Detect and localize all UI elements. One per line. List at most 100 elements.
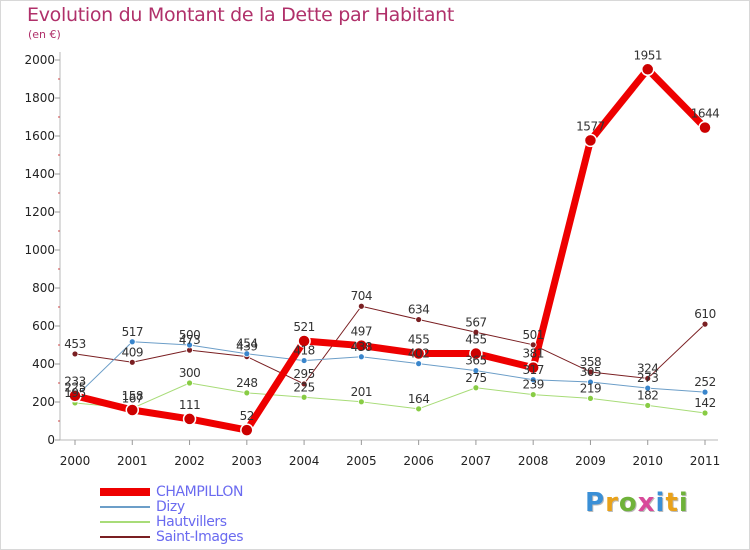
data-label-dizy: 418 bbox=[293, 344, 314, 358]
data-point-hautvillers bbox=[186, 379, 193, 387]
x-tick-label: 2006 bbox=[403, 454, 434, 468]
data-point-champillon bbox=[68, 388, 82, 403]
data-point-dizy bbox=[587, 378, 594, 386]
proxiti-logo: Proxiti bbox=[585, 488, 689, 518]
data-point-champillon bbox=[411, 346, 426, 361]
legend-label-hautvillers: Hautvillers bbox=[156, 513, 227, 530]
x-tick-label: 2010 bbox=[632, 454, 663, 468]
data-point-dizy bbox=[300, 357, 308, 364]
data-point-saint-images bbox=[300, 380, 308, 388]
data-point-hautvillers bbox=[415, 405, 423, 413]
data-label-dizy: 317 bbox=[522, 363, 543, 377]
data-point-hautvillers bbox=[472, 384, 480, 392]
data-label-saint-images: 324 bbox=[637, 361, 658, 375]
data-label-hautvillers: 300 bbox=[179, 366, 200, 380]
y-tick-label: 1200 bbox=[24, 205, 55, 219]
data-point-saint-images bbox=[701, 320, 709, 328]
data-point-saint-images bbox=[415, 316, 423, 323]
data-label-champillon: 1644 bbox=[691, 107, 720, 121]
data-point-champillon bbox=[297, 334, 311, 348]
data-label-champillon: 381 bbox=[522, 347, 543, 361]
legend-item-champillon: CHAMPILLON bbox=[100, 484, 244, 499]
data-label-champillon: 158 bbox=[122, 389, 143, 403]
data-point-dizy bbox=[701, 388, 709, 396]
x-tick-label: 2008 bbox=[518, 454, 549, 468]
data-label-hautvillers: 201 bbox=[351, 385, 372, 399]
data-label-hautvillers: 167 bbox=[122, 391, 143, 405]
data-label-dizy: 305 bbox=[580, 365, 601, 379]
data-label-hautvillers: 142 bbox=[694, 396, 715, 410]
legend-label-dizy: Dizy bbox=[156, 498, 185, 515]
data-label-hautvillers: 219 bbox=[580, 381, 601, 395]
series-line-saint-images bbox=[74, 305, 706, 385]
data-point-dizy bbox=[472, 367, 480, 375]
legend-swatch-hautvillers bbox=[100, 520, 150, 523]
data-point-champillon bbox=[469, 346, 483, 361]
data-label-champillon: 455 bbox=[465, 333, 486, 347]
data-label-hautvillers: 239 bbox=[522, 378, 543, 392]
data-point-saint-images bbox=[587, 368, 594, 376]
chart-subtitle: (en €) bbox=[28, 28, 61, 41]
series-line-hautvillers bbox=[74, 382, 706, 414]
data-label-saint-images: 358 bbox=[580, 355, 601, 369]
data-label-hautvillers: 195 bbox=[64, 386, 85, 400]
data-label-saint-images: 634 bbox=[408, 303, 429, 317]
data-label-hautvillers: 275 bbox=[465, 371, 486, 385]
data-label-champillon: 455 bbox=[408, 333, 429, 347]
data-point-champillon bbox=[354, 338, 369, 353]
legend-swatch-saint-images bbox=[100, 535, 150, 538]
y-tick-label: 800 bbox=[32, 281, 55, 295]
data-label-champillon: 52 bbox=[240, 409, 254, 423]
y-tick-label: 2000 bbox=[24, 53, 55, 67]
data-point-saint-images bbox=[128, 358, 136, 366]
data-point-champillon bbox=[240, 423, 254, 437]
data-point-hautvillers bbox=[357, 398, 365, 406]
data-point-dizy bbox=[186, 341, 193, 349]
data-label-saint-images: 473 bbox=[179, 333, 200, 347]
data-label-hautvillers: 248 bbox=[236, 376, 257, 390]
y-tick-label: 200 bbox=[32, 395, 55, 409]
data-label-dizy: 225 bbox=[64, 380, 85, 394]
data-point-champillon bbox=[526, 360, 540, 375]
data-label-dizy: 365 bbox=[465, 354, 486, 368]
y-tick-label: 0 bbox=[47, 433, 55, 447]
data-label-champillon: 1577 bbox=[576, 119, 605, 133]
data-point-saint-images bbox=[357, 302, 365, 310]
data-label-saint-images: 610 bbox=[694, 307, 715, 321]
data-label-dizy: 402 bbox=[408, 347, 429, 361]
data-point-champillon bbox=[182, 412, 197, 426]
x-tick-label: 2003 bbox=[232, 454, 263, 468]
data-label-champillon: 1951 bbox=[633, 48, 662, 62]
data-point-hautvillers bbox=[701, 409, 709, 417]
series-line-champillon bbox=[71, 65, 709, 434]
data-point-champillon bbox=[698, 120, 712, 135]
data-point-saint-images bbox=[644, 375, 652, 382]
data-point-dizy bbox=[415, 360, 423, 368]
data-label-champillon: 233 bbox=[64, 375, 85, 389]
data-point-saint-images bbox=[529, 341, 537, 349]
data-label-champillon: 111 bbox=[179, 398, 200, 412]
data-point-hautvillers bbox=[243, 389, 251, 397]
y-tick-label: 400 bbox=[32, 357, 55, 371]
series-line-dizy bbox=[74, 341, 706, 398]
data-label-saint-images: 704 bbox=[351, 289, 372, 303]
data-label-hautvillers: 182 bbox=[637, 388, 658, 402]
data-point-dizy bbox=[529, 376, 537, 384]
data-label-dizy: 273 bbox=[637, 371, 658, 385]
legend-label-saint-images: Saint-Images bbox=[156, 528, 244, 545]
x-tick-label: 2009 bbox=[575, 454, 606, 468]
data-point-dizy bbox=[644, 384, 652, 392]
data-point-hautvillers bbox=[529, 391, 537, 398]
data-label-dizy: 517 bbox=[122, 325, 143, 339]
data-label-saint-images: 453 bbox=[64, 337, 85, 351]
x-tick-label: 2002 bbox=[174, 454, 205, 468]
y-tick-label: 1000 bbox=[24, 243, 55, 257]
legend-item-saint-images: Saint-Images bbox=[100, 528, 244, 545]
data-point-hautvillers bbox=[300, 393, 308, 401]
data-label-champillon: 497 bbox=[351, 325, 372, 339]
x-tick-label: 2005 bbox=[346, 454, 377, 468]
data-point-champillon bbox=[125, 403, 140, 417]
data-point-dizy bbox=[128, 338, 136, 346]
data-label-hautvillers: 225 bbox=[293, 380, 314, 394]
data-point-champillon bbox=[640, 62, 655, 77]
